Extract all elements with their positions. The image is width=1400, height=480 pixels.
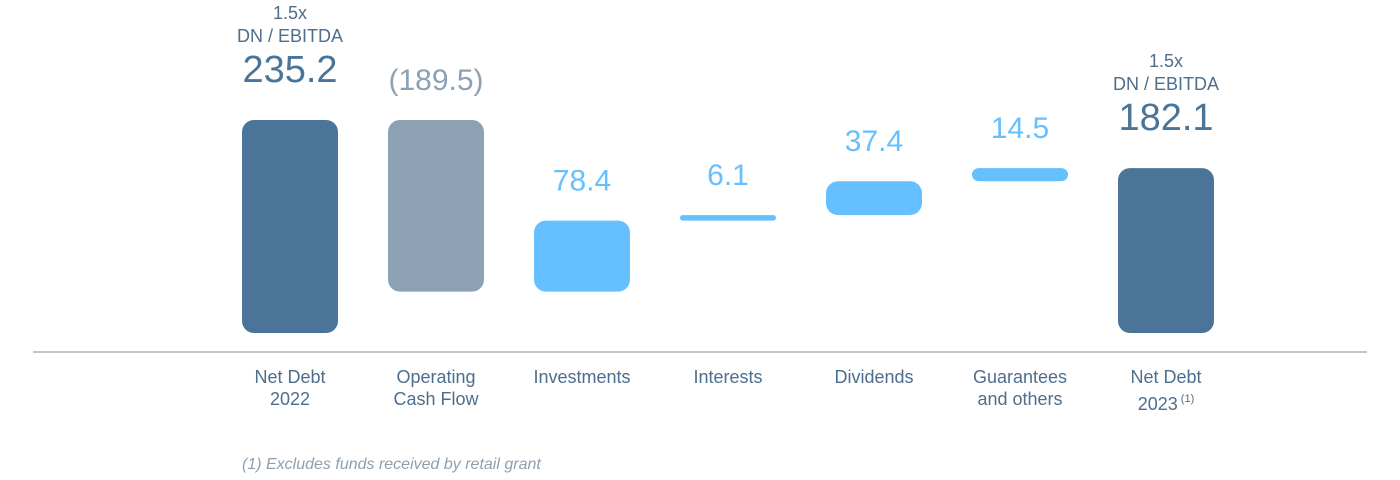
bar: [1118, 168, 1214, 333]
value-label: 37.4: [845, 125, 903, 158]
bar: [680, 215, 776, 221]
category-label: Guarantees and others: [950, 366, 1090, 410]
category-label: Net Debt 2022: [220, 366, 360, 410]
bar: [388, 120, 484, 292]
bar: [826, 181, 922, 216]
value-label: (189.5): [388, 64, 483, 97]
category-text: Net Debt 2023: [1130, 367, 1202, 414]
value-label: 182.1: [1118, 97, 1213, 139]
value-label: 78.4: [553, 165, 611, 198]
category-label: Interests: [658, 366, 798, 388]
category-text: Operating Cash Flow: [393, 367, 479, 409]
value-note: 1.5x: [273, 3, 307, 23]
category-text: Dividends: [834, 367, 914, 387]
value-note: DN / EBITDA: [237, 26, 343, 46]
footnote-marker: (1): [1180, 393, 1195, 405]
category-text: Interests: [693, 367, 763, 387]
bar: [242, 120, 338, 333]
bar: [972, 168, 1068, 182]
value-label: 235.2: [242, 49, 337, 91]
category-text: Guarantees and others: [972, 367, 1068, 409]
bar: [534, 220, 630, 292]
value-note: DN / EBITDA: [1113, 74, 1219, 94]
value-label: 14.5: [991, 112, 1049, 145]
category-label: Operating Cash Flow: [366, 366, 506, 410]
category-label: Net Debt 2023 (1): [1096, 366, 1236, 415]
category-label: Investments: [512, 366, 652, 388]
category-label: Dividends: [804, 366, 944, 388]
value-note: 1.5x: [1149, 51, 1183, 71]
value-label: 6.1: [707, 159, 749, 192]
footnote: (1) Excludes funds received by retail gr…: [242, 456, 541, 473]
category-text: Net Debt 2022: [254, 367, 326, 409]
category-text: Investments: [533, 367, 631, 387]
